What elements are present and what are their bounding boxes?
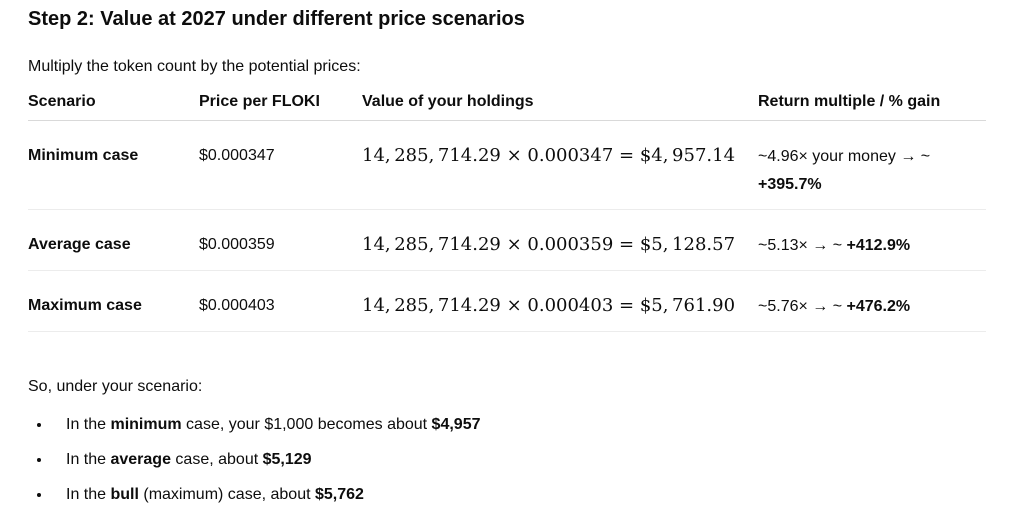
col-header-price: Price per FLOKI <box>199 89 362 121</box>
return-cell: ~5.76× → ~ +476.2% <box>758 270 986 332</box>
plain-text: ~4.96× your money → ~ <box>758 148 931 165</box>
value-formula-cell: 14, 285, 714.29 × 0.000403 = $5, 761.90 <box>362 270 758 332</box>
col-header-scenario: Scenario <box>28 89 199 121</box>
plain-text: ~5.76× → ~ <box>758 298 847 315</box>
price-cell: $0.000359 <box>199 209 362 271</box>
value-formula-cell: 14, 285, 714.29 × 0.000359 = $5, 128.57 <box>362 209 758 271</box>
emphasized-text: $4,957 <box>431 416 481 433</box>
col-header-return: Return multiple / % gain <box>758 89 986 121</box>
plain-text: (maximum) case, about <box>138 486 315 503</box>
section-heading: Step 2: Value at 2027 under different pr… <box>28 8 525 30</box>
return-cell: ~4.96× your money → ~ +395.7% <box>758 120 986 210</box>
scenario-cell: Average case <box>28 209 199 271</box>
emphasized-text: +476.2% <box>846 298 911 315</box>
price-cell: $0.000347 <box>199 120 362 210</box>
table-header: Scenario Price per FLOKI Value of your h… <box>28 89 986 121</box>
plain-text: case, about <box>170 451 263 468</box>
table-row-average: Average case $0.000359 14, 285, 714.29 ×… <box>28 209 986 271</box>
emphasized-text: bull <box>110 486 139 503</box>
scenario-cell: Minimum case <box>28 120 199 210</box>
outro-paragraph: So, under your scenario: <box>28 378 203 395</box>
summary-item-average: In the average case, about $5,129 <box>52 448 987 472</box>
summary-item-minimum: In the minimum case, your $1,000 becomes… <box>52 413 987 437</box>
plain-text: case, your $1,000 becomes about <box>181 416 432 433</box>
scenario-cell: Maximum case <box>28 270 199 332</box>
emphasized-text: $5,762 <box>314 486 364 503</box>
emphasized-text: +412.9% <box>846 237 911 254</box>
table-row-maximum: Maximum case $0.000403 14, 285, 714.29 ×… <box>28 270 986 332</box>
value-formula-cell: 14, 285, 714.29 × 0.000347 = $4, 957.14 <box>362 120 758 210</box>
summary-item-bull: In the bull (maximum) case, about $5,762 <box>52 483 987 507</box>
table-header-row: Scenario Price per FLOKI Value of your h… <box>28 89 986 121</box>
intro-paragraph: Multiply the token count by the potentia… <box>28 58 361 75</box>
plain-text: ~5.13× → ~ <box>758 237 847 254</box>
emphasized-text: average <box>110 451 171 468</box>
chat-response-document: Step 2: Value at 2027 under different pr… <box>0 0 1015 507</box>
plain-text: In the <box>66 451 111 468</box>
emphasized-text: $5,129 <box>262 451 312 468</box>
emphasized-text: minimum <box>110 416 182 433</box>
price-scenarios-table: Scenario Price per FLOKI Value of your h… <box>28 89 986 332</box>
return-cell: ~5.13× → ~ +412.9% <box>758 209 986 271</box>
summary-list: In the minimum case, your $1,000 becomes… <box>28 413 987 507</box>
plain-text: In the <box>66 486 111 503</box>
table-body: Minimum case $0.000347 14, 285, 714.29 ×… <box>28 120 986 332</box>
price-cell: $0.000403 <box>199 270 362 332</box>
emphasized-text: +395.7% <box>758 176 822 193</box>
plain-text: In the <box>66 416 111 433</box>
table-row-minimum: Minimum case $0.000347 14, 285, 714.29 ×… <box>28 120 986 210</box>
col-header-value: Value of your holdings <box>362 89 758 121</box>
